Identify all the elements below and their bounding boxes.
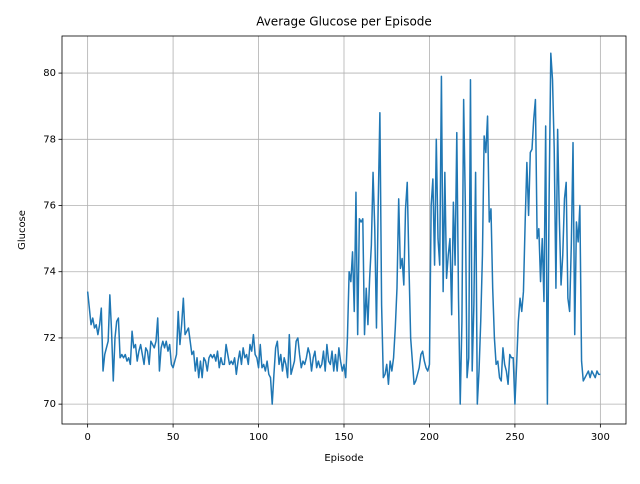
y-axis-label: Glucose <box>17 210 28 250</box>
y-tick-label: 70 <box>43 399 56 410</box>
x-tick-label: 250 <box>505 432 524 443</box>
y-tick-label: 78 <box>43 134 56 145</box>
x-tick-label: 0 <box>84 432 90 443</box>
y-tick-label: 80 <box>43 68 56 79</box>
x-axis-label: Episode <box>324 453 363 464</box>
plot-frame <box>61 35 627 425</box>
y-tick-label: 76 <box>43 201 56 212</box>
x-tick-label: 50 <box>167 432 180 443</box>
y-tick-label: 74 <box>43 267 56 278</box>
x-tick-label: 100 <box>249 432 268 443</box>
y-tick-label: 72 <box>43 333 56 344</box>
x-tick-label: 300 <box>591 432 610 443</box>
chart-title: Average Glucose per Episode <box>256 15 432 29</box>
data-line <box>86 52 601 405</box>
x-tick-label: 200 <box>420 432 439 443</box>
x-tick-label: 150 <box>334 432 353 443</box>
